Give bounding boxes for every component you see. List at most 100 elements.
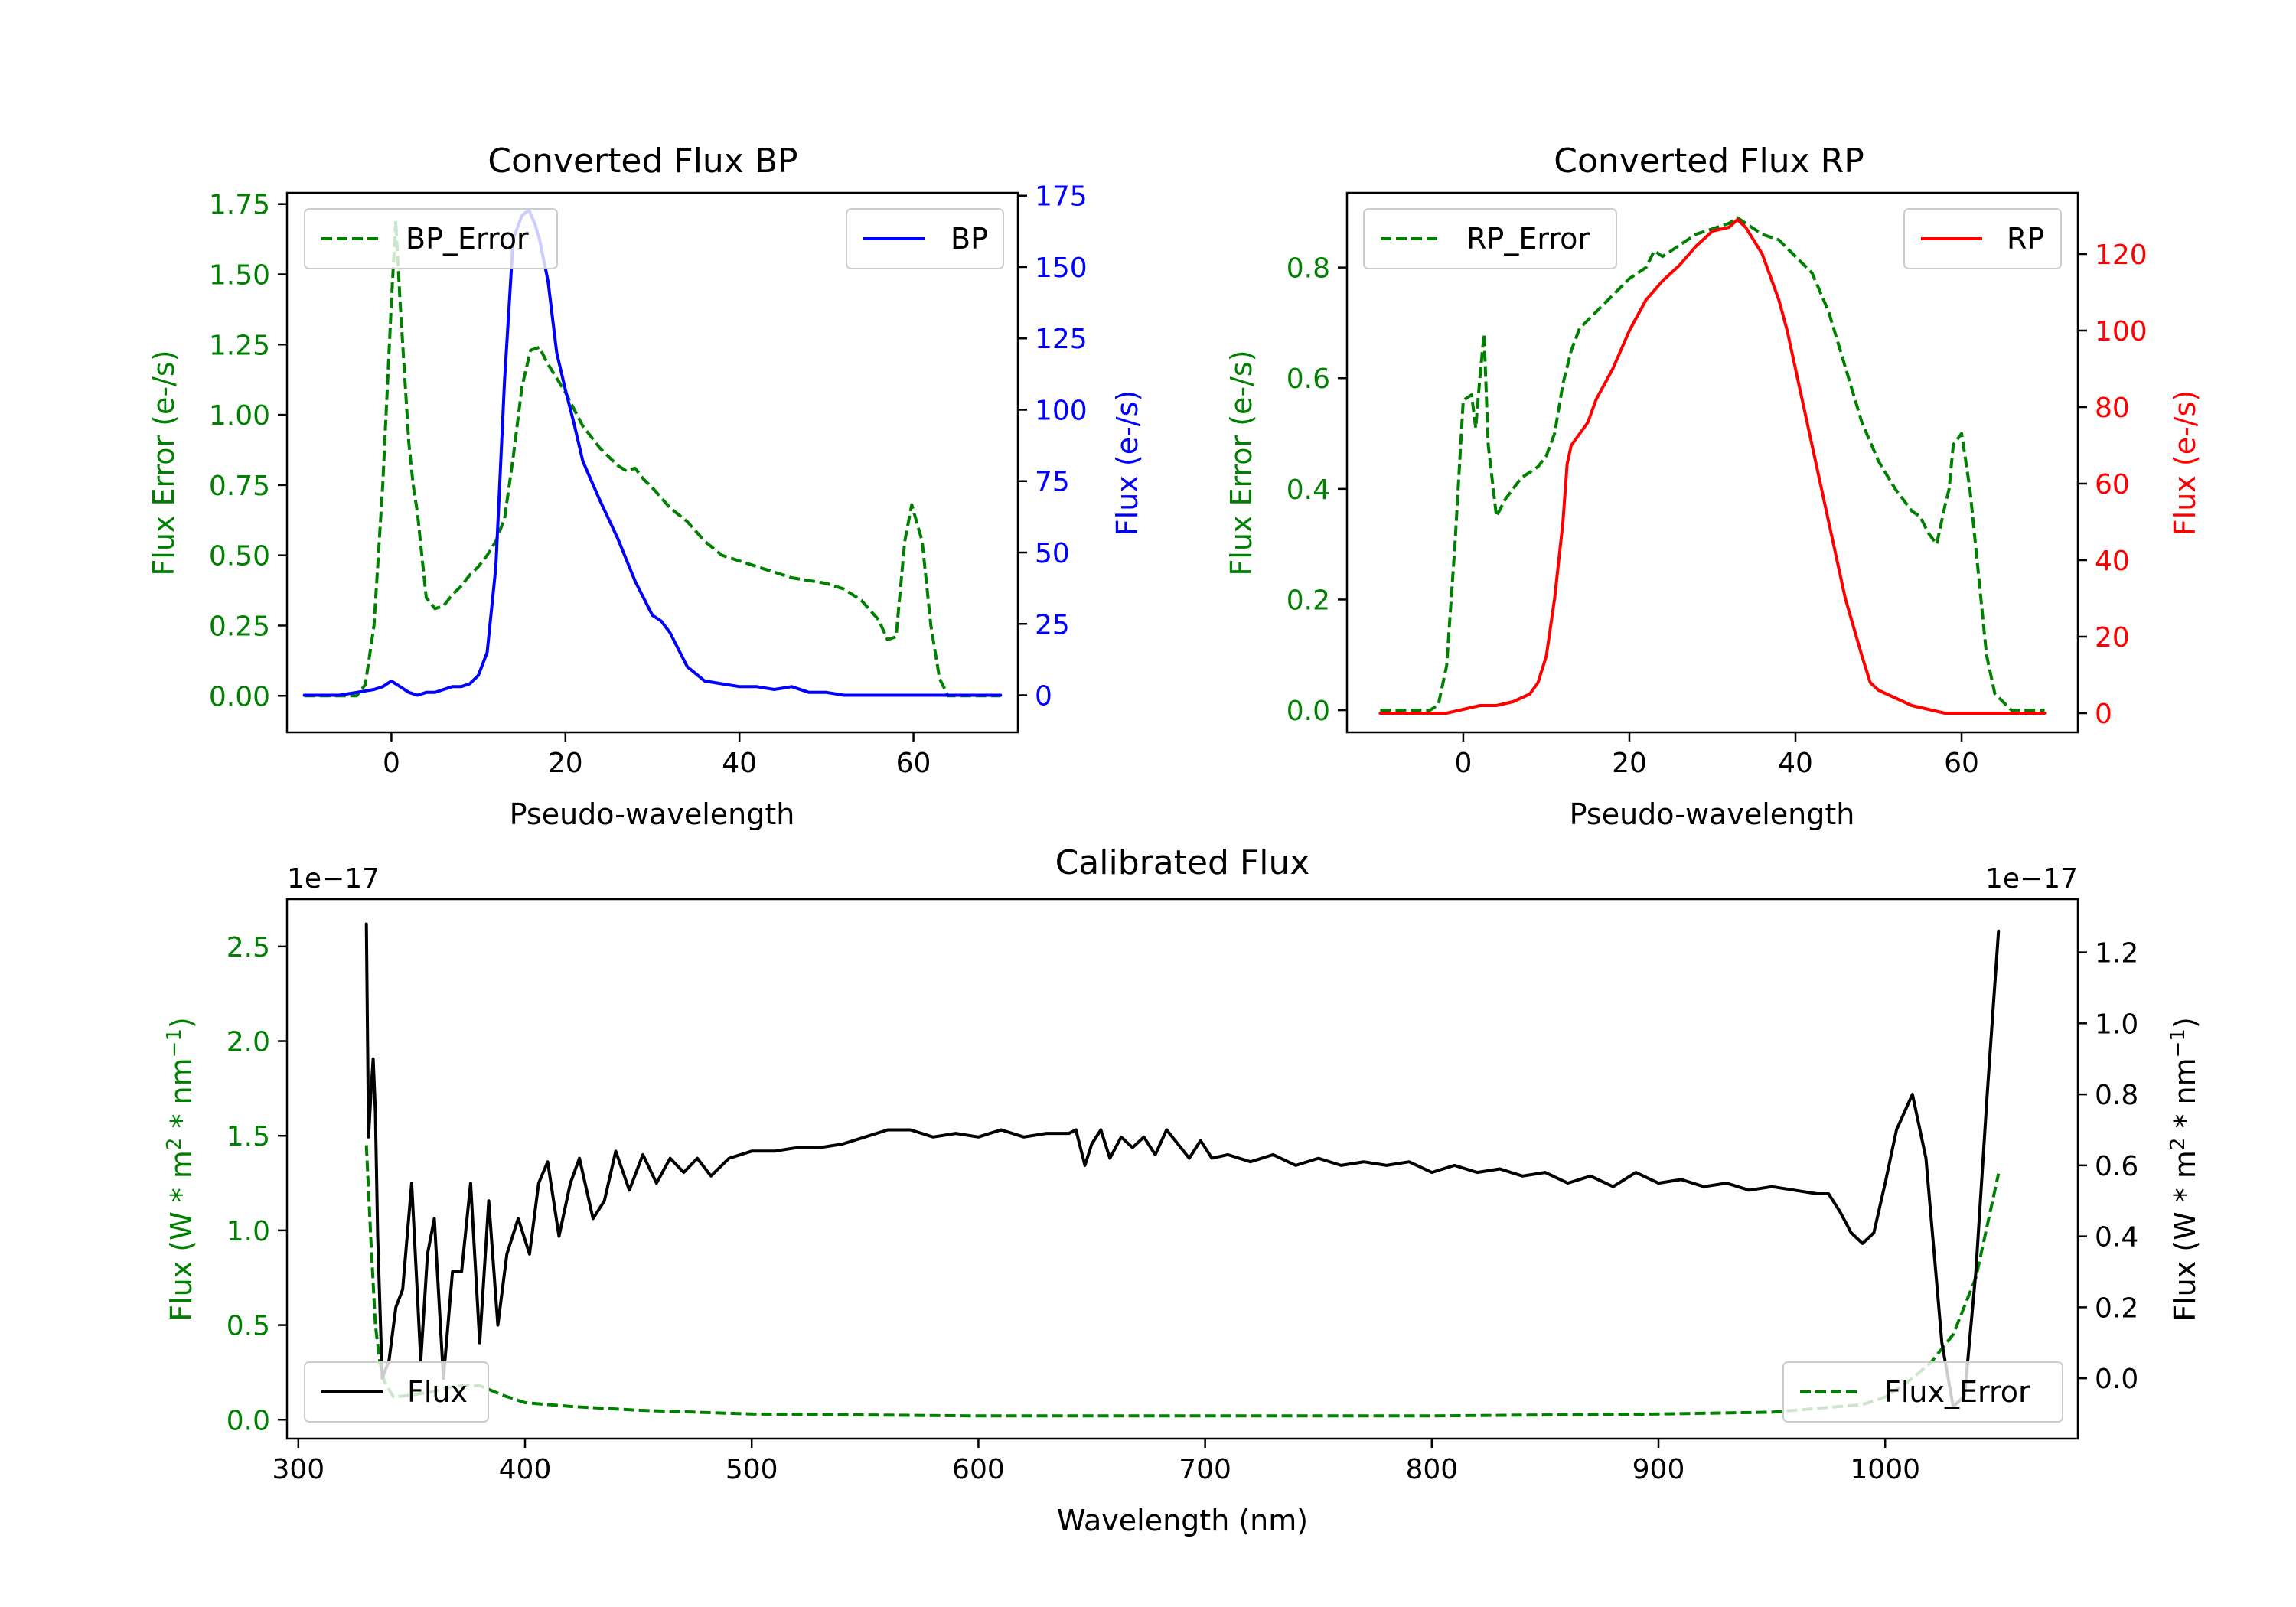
series-line-bp bbox=[302, 208, 1003, 697]
y-tick-label-right: 1.0 bbox=[2095, 1009, 2138, 1040]
y-tick-label-right: 100 bbox=[1035, 395, 1088, 426]
legend-box bbox=[304, 1361, 489, 1423]
plot-frame bbox=[1345, 191, 2079, 734]
x-tick-label: 40 bbox=[722, 748, 757, 779]
y-axis-label-right: Flux (W * m2 * nm−1) bbox=[2167, 1017, 2202, 1322]
x-tick-label: 800 bbox=[1405, 1454, 1458, 1485]
y-axis-label-left: Flux (W * m2 * nm−1) bbox=[163, 1017, 198, 1322]
y-tick-label-right: 150 bbox=[1035, 253, 1088, 284]
y-tick-label-left: 1.50 bbox=[209, 259, 270, 291]
y-axis-label-right: Flux (e-/s) bbox=[1110, 390, 1144, 536]
y-axis-label-right: Flux (e-/s) bbox=[2168, 390, 2202, 536]
y-tick-label-left: 1.5 bbox=[227, 1121, 270, 1152]
y-tick-label-right: 0.6 bbox=[2095, 1151, 2138, 1182]
legend-left: RP_Error bbox=[1363, 208, 1617, 269]
legend-box bbox=[846, 208, 1004, 269]
series-line-flux bbox=[364, 922, 2001, 1409]
series-line-rp bbox=[1378, 218, 2047, 715]
y-tick-label-left: 1.25 bbox=[209, 330, 270, 361]
y-tick-label-right: 75 bbox=[1035, 467, 1070, 498]
x-axis-label: Pseudo-wavelength bbox=[1570, 797, 1855, 831]
legend-box bbox=[1903, 208, 2062, 269]
x-tick-label: 500 bbox=[726, 1454, 778, 1485]
chart-title: Calibrated Flux bbox=[1055, 843, 1310, 882]
y-tick-label-left: 0.25 bbox=[209, 611, 270, 642]
y-tick-label-right: 120 bbox=[2095, 240, 2148, 271]
x-tick-label: 300 bbox=[272, 1454, 325, 1485]
x-tick-label: 60 bbox=[896, 748, 931, 779]
y-tick-label-right: 0.0 bbox=[2095, 1364, 2138, 1395]
offset-label-right: 1e−17 bbox=[1985, 863, 2078, 895]
y-tick-label-left: 0.75 bbox=[209, 471, 270, 502]
x-tick-label: 900 bbox=[1632, 1454, 1685, 1485]
y-tick-label-right: 0 bbox=[2095, 699, 2112, 730]
series-layer bbox=[364, 922, 2001, 1418]
panel-calibrated-flux: Calibrated Flux 1e−17 1e−17 300 400 500 600… bbox=[163, 843, 2202, 1537]
chart-title: Converted Flux RP bbox=[1554, 142, 1864, 181]
y-tick-label-right: 175 bbox=[1035, 181, 1088, 213]
legend-label-flux: Flux bbox=[407, 1375, 468, 1409]
y-tick-label-right: 0.8 bbox=[2095, 1080, 2138, 1111]
plot-frame bbox=[285, 191, 1019, 734]
y-tick-label-right: 100 bbox=[2095, 316, 2148, 347]
legend-label-flux-error: Flux_Error bbox=[1884, 1375, 2030, 1409]
legend-label-rp: RP bbox=[2007, 222, 2044, 256]
legend-box bbox=[304, 208, 558, 269]
series-layer bbox=[302, 208, 1003, 698]
y-tick-label-left: 0.00 bbox=[209, 681, 270, 712]
y-axis-label-left: Flux Error (e-/s) bbox=[1225, 350, 1258, 575]
ticks-layer: 0 20 40 60 0.0 0.2 0.4 0.6 0.8 0 20 40 60 80 100 120 bbox=[1287, 240, 2148, 779]
y-tick-label-left: 0.8 bbox=[1287, 253, 1330, 285]
y-tick-label-left: 0.4 bbox=[1287, 474, 1330, 506]
x-axis-label: Wavelength (nm) bbox=[1057, 1504, 1308, 1537]
ticks-layer: 0 20 40 60 0.00 0.25 0.50 0.75 1.00 1.25 1.50 1.75 0… bbox=[209, 181, 1088, 779]
y-tick-label-right: 50 bbox=[1035, 538, 1070, 569]
x-tick-label: 0 bbox=[383, 748, 400, 779]
plot-frame bbox=[285, 898, 2079, 1440]
y-tick-label-right: 0.2 bbox=[2095, 1292, 2138, 1324]
y-tick-label-right: 25 bbox=[1035, 609, 1070, 641]
legend-right: BP bbox=[846, 208, 1004, 269]
legend-right: RP bbox=[1903, 208, 2062, 269]
x-tick-label: 700 bbox=[1179, 1454, 1231, 1485]
panel-converted-flux-rp: Converted Flux RP 0 20 40 60 0.0 0.2 0.4 0.6 0.8… bbox=[1225, 142, 2202, 831]
legend-label-bp-error: BP_Error bbox=[406, 222, 529, 256]
y-tick-label-left: 0.2 bbox=[1287, 585, 1330, 616]
legend-label-bp: BP bbox=[951, 222, 988, 256]
y-tick-label-left: 1.00 bbox=[209, 400, 270, 432]
y-tick-label-left: 0.50 bbox=[209, 541, 270, 572]
x-tick-label: 400 bbox=[499, 1454, 552, 1485]
series-line-bp-error bbox=[304, 219, 1001, 698]
x-tick-label: 600 bbox=[952, 1454, 1005, 1485]
legend-left: Flux bbox=[304, 1361, 489, 1423]
y-tick-label-right: 20 bbox=[2095, 622, 2130, 654]
x-axis-label: Pseudo-wavelength bbox=[510, 797, 795, 831]
y-tick-label-right: 40 bbox=[2095, 546, 2130, 577]
y-tick-label-left: 0.6 bbox=[1287, 363, 1330, 395]
y-tick-label-left: 0.0 bbox=[227, 1405, 270, 1436]
series-layer bbox=[1378, 216, 2047, 715]
y-tick-label-left: 1.75 bbox=[209, 190, 270, 221]
y-tick-label-right: 0.4 bbox=[2095, 1222, 2138, 1253]
x-tick-label: 20 bbox=[548, 748, 583, 779]
x-tick-label: 20 bbox=[1612, 748, 1647, 779]
ticks-layer: 300 400 500 600 700 800 900 1000 0.0 0.5 1.0 1.5 2.0… bbox=[227, 932, 2139, 1485]
y-tick-label-left: 1.0 bbox=[227, 1216, 270, 1247]
legend-right: Flux_Error bbox=[1782, 1361, 2063, 1423]
legend-left: BP_Error bbox=[304, 208, 558, 269]
legend-box bbox=[1363, 208, 1617, 269]
y-tick-label-left: 2.0 bbox=[227, 1027, 270, 1058]
offset-label-left: 1e−17 bbox=[287, 863, 380, 895]
x-tick-label: 40 bbox=[1778, 748, 1813, 779]
panel-converted-flux-bp: Converted Flux BP 0 20 40 60 0.00 0.25 0.50 0.7… bbox=[147, 142, 1144, 831]
y-tick-label-right: 80 bbox=[2095, 393, 2130, 424]
x-tick-label: 60 bbox=[1944, 748, 1979, 779]
x-tick-label: 1000 bbox=[1850, 1454, 1920, 1485]
y-tick-label-right: 1.2 bbox=[2095, 938, 2138, 970]
y-tick-label-left: 0.5 bbox=[227, 1311, 270, 1342]
y-tick-label-left: 0.0 bbox=[1287, 696, 1330, 727]
y-tick-label-right: 60 bbox=[2095, 469, 2130, 500]
series-line-rp-error bbox=[1380, 216, 2045, 712]
legend-box bbox=[1782, 1361, 2063, 1423]
